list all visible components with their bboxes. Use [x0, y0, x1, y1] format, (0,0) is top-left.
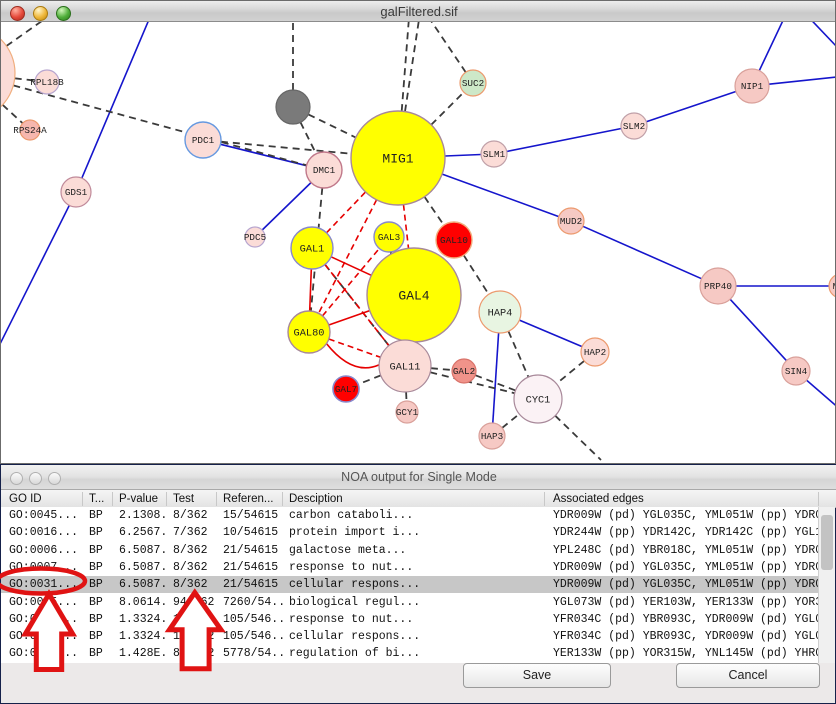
svg-text:SUC2: SUC2: [462, 78, 484, 89]
svg-text:PRP40: PRP40: [704, 281, 732, 292]
svg-text:MUD2: MUD2: [560, 216, 582, 227]
svg-text:GAL10: GAL10: [440, 235, 468, 246]
svg-text:MSI: MSI: [833, 281, 836, 292]
svg-text:HAP4: HAP4: [488, 307, 513, 319]
svg-text:GCY1: GCY1: [396, 407, 419, 418]
svg-text:GAL7: GAL7: [335, 384, 357, 395]
svg-text:PDC5: PDC5: [244, 232, 266, 243]
svg-text:PDC1: PDC1: [192, 135, 215, 146]
svg-text:RPS24A: RPS24A: [13, 125, 47, 136]
svg-text:MIG1: MIG1: [382, 151, 413, 166]
svg-text:GAL11: GAL11: [390, 361, 421, 373]
svg-text:GAL4: GAL4: [398, 288, 429, 303]
svg-text:CYC1: CYC1: [526, 394, 551, 406]
svg-text:GAL80: GAL80: [294, 327, 325, 339]
svg-text:DMC1: DMC1: [313, 165, 336, 176]
svg-text:GAL3: GAL3: [378, 232, 400, 243]
svg-text:GDS1: GDS1: [65, 187, 88, 198]
svg-text:SLM2: SLM2: [623, 121, 645, 132]
svg-text:HAP3: HAP3: [481, 431, 503, 442]
svg-text:NIP1: NIP1: [741, 81, 764, 92]
svg-text:GAL1: GAL1: [300, 243, 325, 255]
svg-text:GAL2: GAL2: [453, 366, 475, 377]
svg-text:HAP2: HAP2: [584, 347, 606, 358]
svg-text:SLM1: SLM1: [483, 149, 506, 160]
svg-text:SIN4: SIN4: [785, 366, 808, 377]
svg-text:RPL18B: RPL18B: [30, 77, 64, 88]
